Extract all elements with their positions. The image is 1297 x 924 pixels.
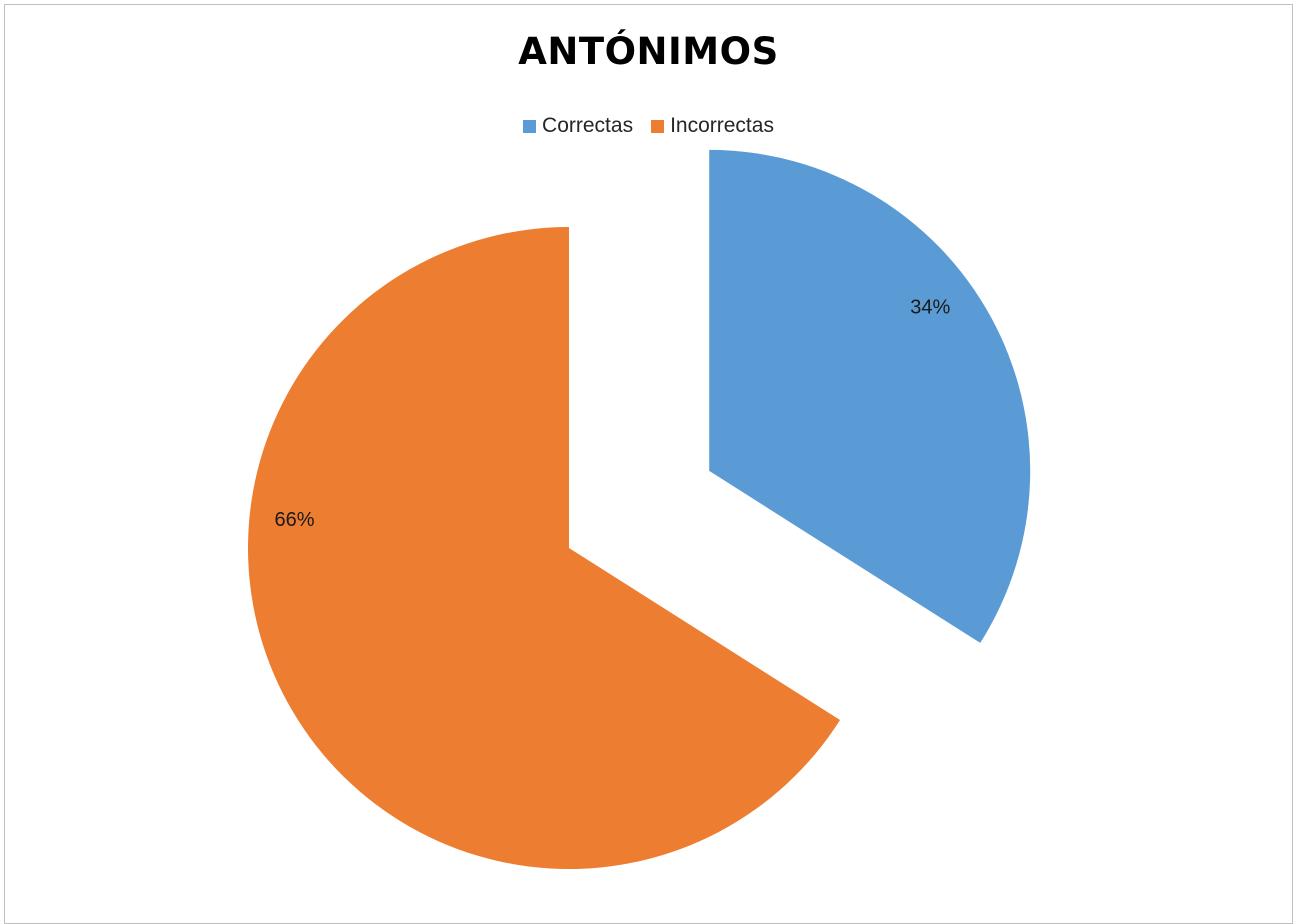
chart-title: ANTÓNIMOS <box>518 30 779 73</box>
pie-slice-incorrectas <box>247 226 841 869</box>
data-label-correctas: 34% <box>910 297 950 319</box>
legend-item-incorrectas: Incorrectas <box>651 114 774 138</box>
legend-label-correctas: Correctas <box>542 114 634 137</box>
legend-label-incorrectas: Incorrectas <box>670 114 774 137</box>
pie-slice-correctas <box>709 149 1031 643</box>
legend: Correctas Incorrectas <box>0 114 1297 138</box>
data-label-incorrectas: 66% <box>275 509 315 531</box>
legend-swatch-incorrectas <box>651 119 665 133</box>
legend-item-correctas: Correctas <box>523 114 633 138</box>
legend-swatch-correctas <box>523 119 537 133</box>
